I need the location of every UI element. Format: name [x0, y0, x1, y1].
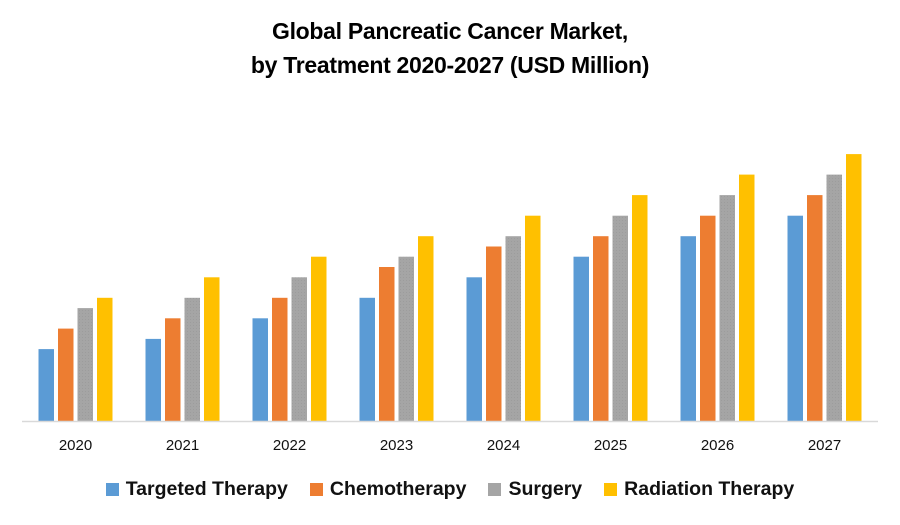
bar-surgery-2020	[77, 308, 93, 421]
bar-surgery-2022	[291, 277, 307, 421]
bar-targeted-therapy-2020	[38, 349, 54, 421]
x-tick-label-2024: 2024	[487, 437, 520, 454]
bar-chemotherapy-2023	[379, 267, 395, 421]
bar-radiation-therapy-2020	[97, 297, 113, 421]
bar-chart: 2020 2021 2022 2023 2024 2025 2026 2027	[22, 154, 878, 454]
x-tick-label-2022: 2022	[273, 437, 306, 454]
bar-chemotherapy-2021	[165, 318, 181, 421]
bar-surgery-2021	[184, 297, 200, 421]
legend-item-targeted-therapy: Targeted Therapy	[105, 478, 288, 501]
legend-swatch-chemotherapy	[309, 483, 323, 496]
legend: Targeted Therapy Chemotherapy Surgery Radia…	[0, 478, 900, 501]
legend-swatch-targeted-therapy	[105, 483, 119, 496]
chart-title: Global Pancreatic Cancer Market, by Trea…	[0, 14, 900, 82]
bar-surgery-2023	[398, 256, 414, 421]
bar-targeted-therapy-2027	[787, 215, 803, 421]
bar-chemotherapy-2024	[486, 246, 502, 421]
bar-radiation-therapy-2021	[204, 277, 220, 421]
x-tick-label-2025: 2025	[594, 437, 627, 454]
bar-surgery-2026	[719, 195, 735, 421]
x-tick-label-2027: 2027	[808, 437, 841, 454]
bar-chemotherapy-2025	[593, 236, 609, 421]
chart-title-line-1: Global Pancreatic Cancer Market,	[272, 18, 628, 44]
x-tick-label-2021: 2021	[166, 437, 199, 454]
x-tick-labels: 2020 2021 2022 2023 2024 2025 2026 2027	[59, 437, 841, 454]
legend-item-chemotherapy: Chemotherapy	[309, 478, 467, 501]
legend-swatch-surgery	[488, 483, 502, 496]
bar-chemotherapy-2027	[807, 195, 823, 421]
legend-label-radiation-therapy: Radiation Therapy	[624, 478, 795, 500]
bar-chemotherapy-2020	[58, 328, 74, 421]
bars-group	[38, 154, 862, 421]
bar-targeted-therapy-2026	[680, 236, 696, 421]
bar-chemotherapy-2026	[700, 215, 716, 421]
bar-radiation-therapy-2024	[525, 215, 541, 421]
bar-surgery-2025	[612, 215, 628, 421]
bar-radiation-therapy-2027	[846, 154, 862, 421]
bar-surgery-2024	[505, 236, 521, 421]
legend-label-surgery: Surgery	[508, 478, 583, 500]
legend-label-chemotherapy: Chemotherapy	[329, 478, 467, 500]
x-tick-label-2026: 2026	[701, 437, 734, 454]
x-tick-label-2023: 2023	[380, 437, 413, 454]
bar-chemotherapy-2022	[272, 297, 288, 421]
legend-item-surgery: Surgery	[488, 478, 582, 501]
legend-label-targeted-therapy: Targeted Therapy	[125, 478, 288, 500]
bar-targeted-therapy-2023	[359, 297, 375, 421]
legend-swatch-radiation-therapy	[604, 483, 618, 496]
bar-radiation-therapy-2026	[739, 174, 755, 421]
bar-radiation-therapy-2025	[632, 195, 648, 421]
bar-radiation-therapy-2022	[311, 256, 327, 421]
bar-targeted-therapy-2022	[252, 318, 268, 421]
bar-targeted-therapy-2025	[573, 256, 589, 421]
bar-targeted-therapy-2021	[145, 338, 161, 421]
x-tick-label-2020: 2020	[59, 437, 92, 454]
bar-surgery-2027	[826, 174, 842, 421]
chart-title-line-2: by Treatment 2020-2027 (USD Million)	[250, 52, 650, 78]
bar-radiation-therapy-2023	[418, 236, 434, 421]
legend-item-radiation-therapy: Radiation Therapy	[604, 478, 794, 501]
bar-targeted-therapy-2024	[466, 277, 482, 421]
